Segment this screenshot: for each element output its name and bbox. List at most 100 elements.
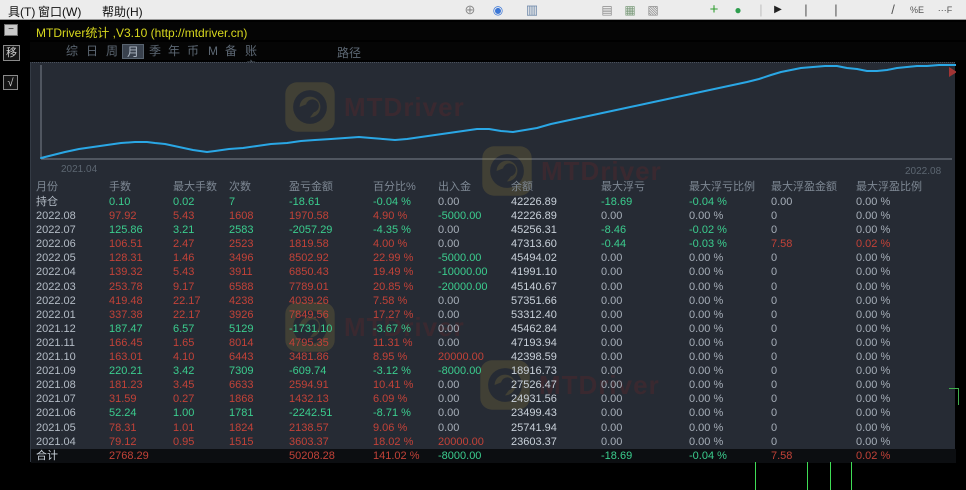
tab-1[interactable]: 日 [85,44,98,58]
table-row[interactable]: 2021.12 187.47 6.57 5129 -1731.10 -3.67 % 0.00… [31,322,956,336]
table-row[interactable]: 持仓 0.10 0.02 7 -18.61 -0.04 % 0.00 42226.89 -18.… [31,195,956,209]
table-cell: 0.00 % [689,435,724,448]
table-cell: 8014 [229,336,254,349]
table-cell: 0.00 % [856,210,891,223]
tab-8[interactable]: 备 [224,44,237,58]
table-cell: 1781 [229,407,254,420]
table-cell: 139.32 [109,266,143,279]
fibo-percent-icon[interactable]: %E [909,5,924,15]
table-cell: 18916.73 [511,365,557,378]
table-cell: 2022.03 [36,280,76,293]
table-cell: 53312.40 [511,308,557,321]
chart-frame-icon-1[interactable]: ▤ [601,3,613,17]
trendline-icon[interactable]: / [891,2,895,17]
menu-item-tools[interactable]: 具(T) [8,5,36,19]
table-cell: 52.24 [109,407,137,420]
check-tool-button[interactable]: √ [3,75,18,90]
table-cell: -5000.00 [438,210,482,223]
table-cell: -1731.10 [289,322,333,335]
table-cell: 6.09 % [373,393,408,406]
table-cell: 181.23 [109,379,143,392]
table-cell: 0.00 % [689,351,724,364]
table-row[interactable]: 2021.07 31.59 0.27 1868 1432.13 6.09 % 0.00 249… [31,392,956,406]
chart-mode-icon[interactable]: ◉ [492,3,504,17]
table-row[interactable]: 2022.08 97.92 5.43 1608 1970.58 4.90 % -5000.0… [31,209,956,223]
table-cell: 2021.12 [36,322,76,335]
table-cell: 0.00 [771,196,793,208]
vertical-line-icon[interactable]: | [834,2,838,17]
table-cell: 4238 [229,294,254,307]
fibo-line-icon[interactable]: ⋯F [937,5,953,15]
menu-item-help[interactable]: 帮助(H) [102,5,143,19]
cursor-icon[interactable]: ▶ [774,4,782,15]
table-row[interactable]: 2021.04 79.12 0.95 1515 3603.37 18.02 % 20000.… [31,435,956,449]
table-cell: 27526.47 [511,379,557,392]
table-cell: 163.01 [109,351,143,364]
header-cell: 手数 [109,181,131,193]
table-cell: 2021.10 [36,351,76,364]
table-cell: -2057.29 [289,224,333,237]
menu-item-window[interactable]: 窗口(W) [38,5,82,19]
globe-icon[interactable]: ● [734,3,742,17]
table-row[interactable]: 2021.09 220.21 3.42 7309 -609.74 -3.12 % -8000… [31,364,956,378]
table-cell: 2021.08 [36,379,76,392]
header-cell: 最大手数 [173,181,217,193]
table-cell: 0.00 % [689,308,724,321]
stats-table: 月份 手数 最大手数 次数 盈亏金额 百分比% 出入金 余额 最大浮亏 最大浮亏比例 最大浮盈金额 最… [31,179,956,463]
tab-7[interactable]: M [208,44,218,58]
table-cell: 合计 [36,449,58,462]
table-row[interactable]: 2022.06 106.51 2.47 2523 1819.58 4.00 % 0.00 47… [31,237,956,251]
table-row[interactable]: 2021.11 166.45 1.65 8014 4795.35 11.31 % 0.00 4… [31,336,956,350]
header-cell: 盈亏金额 [289,181,333,193]
table-row[interactable]: 2021.05 78.31 1.01 1824 2138.57 9.06 % 0.00 257… [31,421,956,435]
table-cell: 0.00 [438,393,460,406]
table-cell: 419.48 [109,294,143,307]
table-row[interactable]: 2021.08 181.23 3.45 6633 2594.91 10.41 % 0.00 2… [31,378,956,392]
total-row[interactable]: 合计 2768.29 50208.28 141.02 % -8000.00 -18.69 -… [31,448,956,463]
tab-9[interactable]: 账户 [244,44,257,73]
table-cell: 3481.86 [289,351,329,364]
table-cell: 7.58 [771,238,793,251]
tab-3[interactable]: 月 [122,44,144,59]
tab-5[interactable]: 年 [167,44,180,58]
crosshair-line-icon[interactable]: | [804,2,808,17]
table-row[interactable]: 2022.04 139.32 5.43 3911 6850.43 19.49 % -1000… [31,265,956,279]
table-row[interactable]: 2022.05 128.31 1.46 3496 8502.92 22.99 % -5000… [31,251,956,265]
tab-2[interactable]: 周 [105,44,118,58]
tab-0[interactable]: 综 [65,44,78,58]
table-cell: 0.00 % [856,336,891,349]
table-cell: -3.67 % [373,322,411,335]
table-cell: 57351.66 [511,294,557,307]
table-cell: 19.49 % [373,266,414,279]
table-cell: 6633 [229,379,254,392]
table-row[interactable]: 2021.10 163.01 4.10 6443 3481.86 8.95 % 20000.… [31,350,956,364]
bar-chart-icon[interactable]: ▥ [525,2,539,17]
table-row[interactable]: 2021.06 52.24 1.00 1781 -2242.51 -8.71 % 0.00 2… [31,406,956,420]
table-cell: 2583 [229,224,254,237]
table-cell: 0.00 % [856,435,891,448]
chart-frame-icon-2[interactable]: ▦ [624,3,636,17]
table-cell: -2242.51 [289,407,333,420]
table-row[interactable]: 2022.01 337.38 22.17 3926 7849.56 17.27 % 0.00… [31,308,956,322]
table-row[interactable]: 2022.07 125.86 3.21 2583 -2057.29 -4.35 % 0.00… [31,223,956,237]
zoom-in-icon[interactable]: ⊕ [464,2,476,17]
minimize-button[interactable]: − [4,24,18,36]
table-cell: 0.00 [601,365,623,378]
path-button[interactable]: 路径 [337,46,362,60]
table-row[interactable]: 2022.03 253.78 9.17 6588 7789.01 20.85 % -2000… [31,280,956,294]
header-cell: 百分比% [373,181,416,193]
table-cell: 0.95 [173,435,195,448]
tab-4[interactable]: 季 [148,44,161,58]
table-cell: -20000.00 [438,280,488,293]
table-cell: 0.00 % [856,393,891,406]
tab-6[interactable]: 币 [186,44,199,58]
table-cell: 0.00 [601,336,623,349]
table-cell: -0.04 % [689,196,727,208]
move-tool-button[interactable]: 移 [3,45,20,61]
table-cell: 45494.02 [511,252,557,265]
table-cell: 337.38 [109,308,143,321]
add-indicator-icon[interactable]: + [709,2,719,18]
stats-panel: 2021.04 2022.08 MTDriver MTDriver MTDriver… [30,62,956,463]
chart-frame-icon-3[interactable]: ▧ [647,3,659,17]
table-row[interactable]: 2022.02 419.48 22.17 4238 4039.26 7.58 % 0.00 5… [31,294,956,308]
